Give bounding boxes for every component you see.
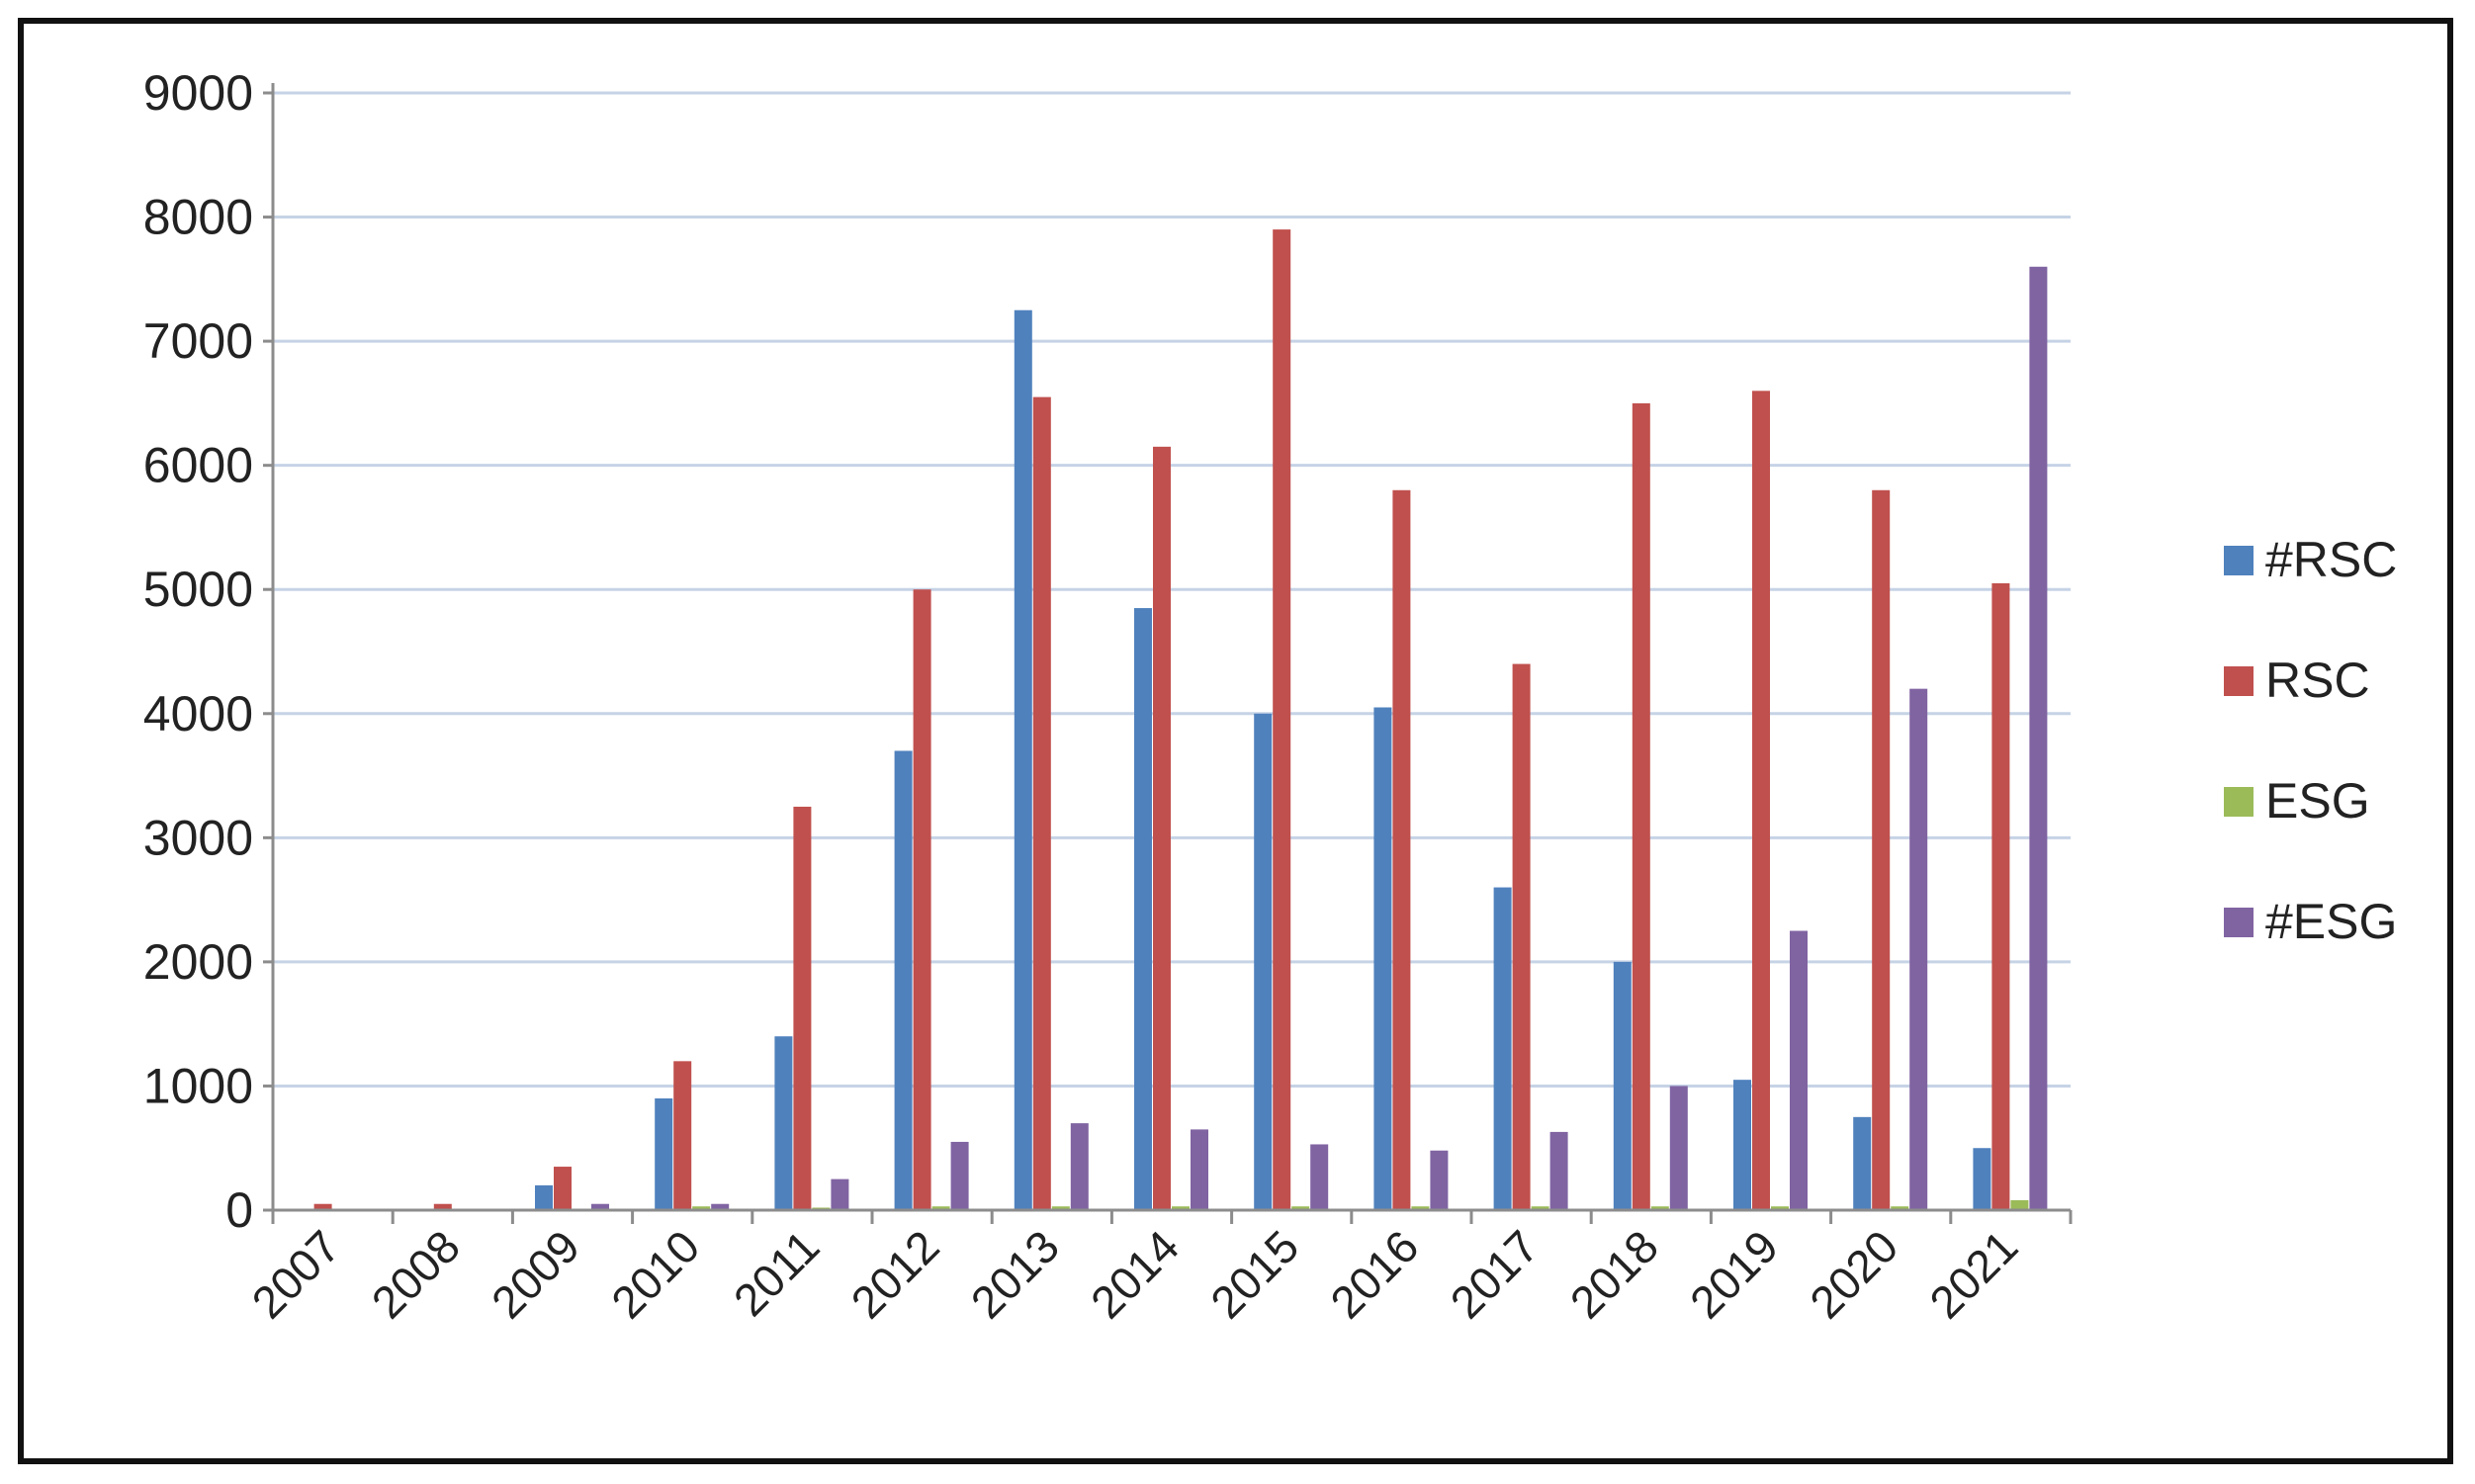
- x-tick-label: 2008: [362, 1220, 470, 1328]
- axes: [263, 83, 2073, 1224]
- bar-rsc-2014: [1153, 446, 1171, 1210]
- legend-swatch: [2224, 908, 2254, 937]
- bar-num-rsc-2010: [655, 1098, 673, 1210]
- bar-num-esg-2019: [1790, 930, 1808, 1210]
- bar-rsc-2011: [793, 806, 812, 1210]
- bar-rsc-2012: [913, 589, 931, 1210]
- y-tick-label: 5000: [143, 562, 253, 617]
- bar-num-rsc-2013: [1014, 309, 1032, 1210]
- bar-num-esg-2014: [1191, 1129, 1208, 1210]
- bar-num-esg-2021: [2029, 266, 2048, 1210]
- y-tick-label: 9000: [143, 65, 253, 121]
- x-tick-label: 2012: [841, 1220, 949, 1328]
- y-tick-label: 6000: [143, 438, 253, 493]
- x-tick-labels: 2007 2008 2009 2010 2011 2012 2013 2014 2015 2016…: [242, 1220, 2028, 1328]
- legend-swatch: [2224, 546, 2254, 575]
- bar-esg-2017: [1531, 1206, 1549, 1210]
- y-tick-label: 7000: [143, 313, 253, 369]
- bar-esg-2012: [931, 1206, 950, 1210]
- bar-rsc-2010: [673, 1061, 692, 1210]
- bar-num-rsc-2020: [1853, 1116, 1872, 1210]
- y-tick-label: 2000: [143, 934, 253, 990]
- bar-num-esg-2015: [1310, 1144, 1329, 1210]
- bar-esg-2018: [1650, 1206, 1669, 1210]
- bar-num-rsc-2015: [1254, 713, 1273, 1210]
- x-tick-label: 2020: [1800, 1220, 1907, 1328]
- bar-num-rsc-2018: [1613, 961, 1632, 1210]
- bar-num-esg-2013: [1070, 1123, 1089, 1210]
- x-tick-label: 2011: [724, 1220, 830, 1326]
- bar-num-rsc-2014: [1134, 608, 1152, 1210]
- bar-esg-2015: [1291, 1206, 1310, 1210]
- bar-rsc-2016: [1392, 489, 1411, 1210]
- bar-rsc-2018: [1632, 402, 1650, 1210]
- x-tick-label: 2007: [242, 1220, 350, 1328]
- bar-num-esg-2012: [950, 1141, 969, 1210]
- bars: [313, 229, 2048, 1211]
- y-tick-label: 0: [225, 1182, 253, 1238]
- bar-num-esg-2011: [831, 1178, 849, 1210]
- bar-num-rsc-2021: [1973, 1148, 1991, 1210]
- x-tick-label: 2021: [1919, 1220, 2027, 1328]
- bar-num-esg-2017: [1549, 1131, 1568, 1210]
- legend-label: #ESG: [2265, 894, 2397, 949]
- bar-num-rsc-2012: [894, 750, 913, 1210]
- legend: #RSC RSC ESG #ESG: [2224, 532, 2397, 949]
- x-tick-label: 2013: [961, 1220, 1069, 1328]
- bar-esg-2021: [2010, 1199, 2029, 1210]
- legend-label: ESG: [2265, 773, 2370, 829]
- bar-esg-2020: [1891, 1206, 1909, 1210]
- bar-esg-2016: [1411, 1206, 1430, 1210]
- x-tick-label: 2019: [1680, 1220, 1788, 1328]
- y-tick-label: 4000: [143, 686, 253, 742]
- bar-esg-2013: [1051, 1206, 1070, 1210]
- legend-label: #RSC: [2265, 532, 2397, 587]
- bar-num-rsc-2009: [535, 1184, 553, 1210]
- bar-rsc-2019: [1752, 391, 1770, 1210]
- bar-esg-2014: [1172, 1206, 1190, 1210]
- bar-num-rsc-2019: [1733, 1080, 1751, 1210]
- x-tick-label: 2017: [1441, 1220, 1548, 1328]
- bar-chart: 0 1000 2000 3000 4000 5000 6000 7000 8000 9000 20…: [143, 65, 2398, 1328]
- chart-frame: 0 1000 2000 3000 4000 5000 6000 7000 8000 9000 20…: [18, 18, 2453, 1464]
- bar-rsc-2009: [554, 1167, 572, 1210]
- bar-num-esg-2010: [711, 1203, 730, 1210]
- x-tick-label: 2015: [1200, 1220, 1308, 1328]
- bar-num-rsc-2017: [1493, 887, 1512, 1210]
- bar-esg-2019: [1771, 1206, 1789, 1210]
- y-tick-label: 3000: [143, 810, 253, 865]
- x-tick-label: 2018: [1560, 1220, 1668, 1328]
- x-tick-label: 2016: [1320, 1220, 1428, 1328]
- bar-rsc-2017: [1512, 663, 1531, 1210]
- x-tick-label: 2014: [1081, 1220, 1189, 1328]
- bar-rsc-2021: [1991, 582, 2010, 1210]
- bar-num-esg-2020: [1909, 688, 1928, 1210]
- bar-rsc-2020: [1872, 489, 1891, 1210]
- bar-num-esg-2016: [1430, 1150, 1449, 1210]
- bar-rsc-2008: [433, 1203, 452, 1210]
- bar-rsc-2015: [1273, 229, 1291, 1211]
- x-tick-label: 2010: [601, 1220, 709, 1328]
- legend-swatch: [2224, 666, 2254, 696]
- bar-rsc-2007: [313, 1203, 332, 1210]
- y-tick-label: 8000: [143, 190, 253, 245]
- bar-num-esg-2009: [591, 1203, 609, 1210]
- gridlines: [273, 91, 2071, 1088]
- bar-rsc-2013: [1032, 396, 1051, 1211]
- bar-esg-2010: [692, 1206, 711, 1210]
- x-tick-label: 2009: [482, 1220, 589, 1328]
- bar-num-esg-2018: [1669, 1086, 1688, 1210]
- legend-label: RSC: [2265, 653, 2370, 708]
- bar-num-rsc-2011: [774, 1036, 793, 1210]
- legend-swatch: [2224, 787, 2254, 817]
- y-tick-labels: 0 1000 2000 3000 4000 5000 6000 7000 8000 9000: [143, 65, 253, 1238]
- y-tick-label: 1000: [143, 1058, 253, 1113]
- bar-num-rsc-2016: [1373, 707, 1392, 1210]
